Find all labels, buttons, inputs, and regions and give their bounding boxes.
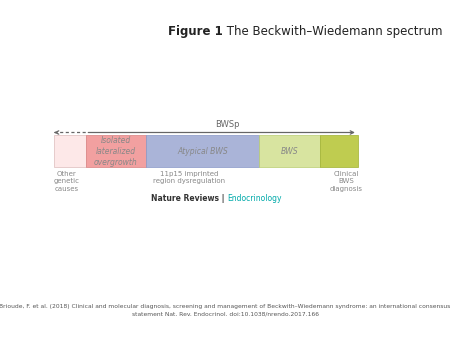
Text: 11p15 imprinted
region dysregulation: 11p15 imprinted region dysregulation [153, 171, 225, 184]
Bar [259, 135, 320, 167]
Text: Atypical BWS: Atypical BWS [177, 147, 228, 156]
Text: The Beckwith–Wiedemann spectrum: The Beckwith–Wiedemann spectrum [223, 25, 442, 38]
Bar [86, 135, 146, 167]
Text: Isolated
lateralized
overgrowth: Isolated lateralized overgrowth [94, 136, 138, 167]
Text: Figure 1: Figure 1 [168, 25, 223, 38]
Bar [320, 135, 358, 167]
Bar [146, 135, 259, 167]
Bar [54, 135, 86, 167]
Text: BWS: BWS [280, 147, 298, 156]
Text: Other
genetic
causes: Other genetic causes [54, 171, 80, 192]
Text: BWSp: BWSp [215, 120, 239, 129]
Text: Brioude, F. et al. (2018) Clinical and molecular diagnosis, screening and manage: Brioude, F. et al. (2018) Clinical and m… [0, 305, 450, 316]
Text: Nature Reviews |: Nature Reviews | [151, 194, 227, 203]
Text: Endocrinology: Endocrinology [227, 194, 282, 203]
Text: Clinical
BWS
diagnosis: Clinical BWS diagnosis [330, 171, 363, 192]
